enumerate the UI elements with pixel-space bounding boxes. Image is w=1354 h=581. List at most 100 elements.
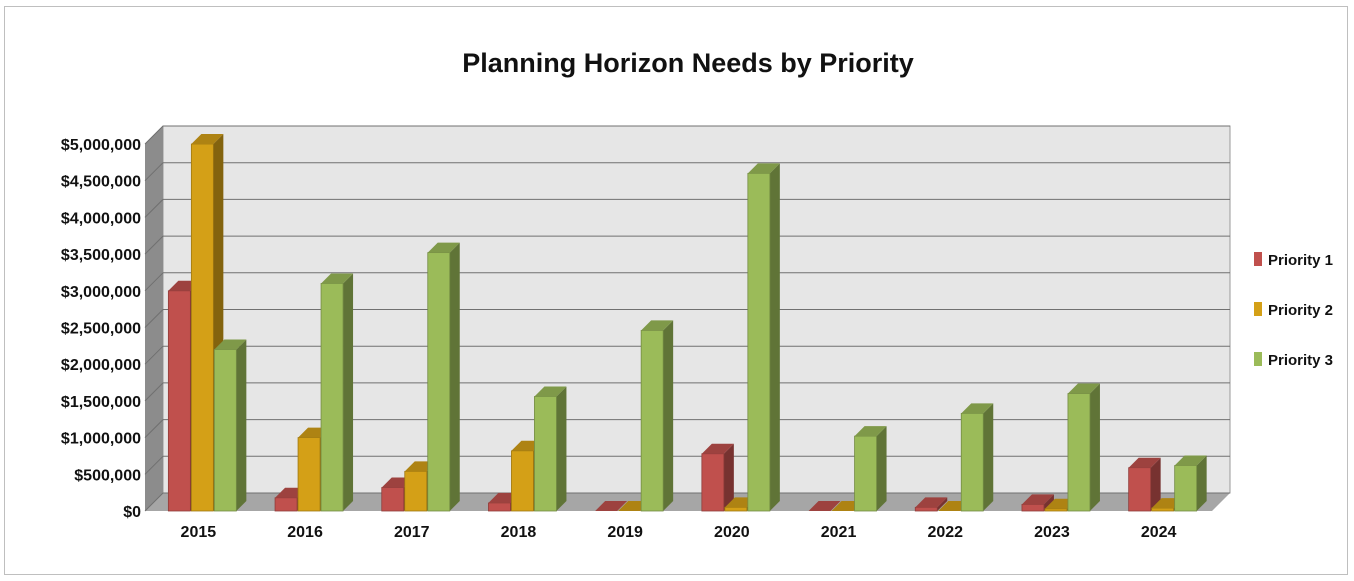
bars xyxy=(167,134,1207,512)
bar-side xyxy=(449,242,460,511)
bar-top xyxy=(961,403,994,414)
gridline-side xyxy=(144,199,164,218)
bar-side xyxy=(937,497,948,511)
bar xyxy=(1021,494,1054,512)
legend-swatch xyxy=(1254,302,1262,316)
bar xyxy=(1067,383,1100,512)
legend-item: Priority 3 xyxy=(1254,352,1333,369)
bar-front xyxy=(167,290,191,512)
bar xyxy=(808,501,841,511)
bar-front xyxy=(1021,503,1045,512)
bar-front xyxy=(914,506,938,512)
bar-front xyxy=(640,330,664,512)
bar-top xyxy=(321,273,354,284)
bar-top xyxy=(1128,457,1161,468)
bar-top xyxy=(595,501,628,511)
bar-top xyxy=(915,497,948,508)
legend-item: Priority 2 xyxy=(1254,302,1333,319)
y-tick-label: $500,000 xyxy=(74,467,141,484)
bar-front xyxy=(854,435,877,512)
bar-top xyxy=(808,501,841,511)
x-tick-label: 2017 xyxy=(394,524,430,541)
bar-front xyxy=(724,506,748,512)
bar-front xyxy=(1044,508,1068,512)
legend-label: Priority 3 xyxy=(1268,352,1333,369)
bar xyxy=(595,501,628,511)
y-tick-label: $3,500,000 xyxy=(61,247,141,264)
x-tick-label: 2016 xyxy=(287,524,323,541)
bar xyxy=(854,426,887,512)
gridline-side xyxy=(144,125,164,145)
gridline-side xyxy=(144,162,164,182)
bar xyxy=(747,163,780,512)
y-tick-label: $0 xyxy=(123,504,141,521)
legend: Priority 1 Priority 2 Priority 3 xyxy=(1254,252,1333,369)
bar-front xyxy=(701,453,725,512)
bar-top xyxy=(1021,494,1054,505)
bar-front xyxy=(274,497,298,512)
legend-label: Priority 2 xyxy=(1268,302,1333,319)
bar xyxy=(1128,457,1161,512)
y-tick-label: $4,000,000 xyxy=(61,210,141,227)
chart-title: Planning Horizon Needs by Priority xyxy=(462,48,914,78)
bar-top xyxy=(747,163,780,174)
gridline-side xyxy=(144,272,164,292)
x-tick-label: 2024 xyxy=(1141,524,1177,541)
bar-top xyxy=(701,443,734,454)
x-tick-label: 2019 xyxy=(607,524,643,541)
bar-front xyxy=(213,349,237,512)
gridline-side xyxy=(144,455,164,475)
x-tick-label: 2022 xyxy=(927,524,963,541)
x-axis: 2015 2016 2017 2018 2019 2020 2021 2022 2023 2024 xyxy=(181,524,1177,541)
legend-item: Priority 1 xyxy=(1254,252,1333,269)
y-tick-label: $5,000,000 xyxy=(61,137,141,154)
bar-top xyxy=(854,426,887,437)
y-tick-label: $1,500,000 xyxy=(61,394,141,411)
bar xyxy=(427,242,460,512)
legend-swatch xyxy=(1254,352,1262,366)
bar-top xyxy=(641,320,674,331)
gridline-side xyxy=(144,419,164,438)
bar-side xyxy=(1196,455,1207,511)
bar-side xyxy=(1089,383,1100,511)
x-tick-label: 2018 xyxy=(501,524,537,541)
bar xyxy=(320,273,354,512)
bar-front xyxy=(320,283,344,512)
bar-front xyxy=(960,412,984,512)
bar-front xyxy=(1174,465,1198,512)
bar-top xyxy=(191,134,224,144)
bar-top xyxy=(534,386,567,397)
bar-front xyxy=(1128,467,1152,512)
bar-top xyxy=(1067,383,1100,394)
bar xyxy=(213,339,247,512)
bar xyxy=(534,386,567,512)
y-tick-label: $1,000,000 xyxy=(61,431,141,448)
y-tick-label: $2,000,000 xyxy=(61,357,141,374)
bar-side xyxy=(236,339,247,511)
bar-top xyxy=(214,339,247,350)
legend-swatch xyxy=(1254,252,1262,266)
x-tick-label: 2015 xyxy=(181,524,217,541)
bar-side xyxy=(556,386,567,511)
bar-front xyxy=(1151,507,1175,512)
x-tick-label: 2023 xyxy=(1034,524,1070,541)
y-axis: $0 $500,000 $1,000,000 $1,500,000 $2,000,000… xyxy=(61,137,141,521)
bar-side xyxy=(769,163,780,512)
bar-top xyxy=(427,242,460,253)
bar-side xyxy=(723,443,734,511)
bar-top xyxy=(1174,455,1207,466)
bar-side xyxy=(1043,494,1054,511)
x-tick-label: 2021 xyxy=(821,524,857,541)
bar xyxy=(701,443,734,512)
bar xyxy=(1174,455,1207,512)
bar-front xyxy=(488,502,511,512)
y-tick-label: $4,500,000 xyxy=(61,174,141,191)
gridline-side xyxy=(144,382,164,402)
gridline-side xyxy=(144,345,164,365)
bar-front xyxy=(747,172,771,512)
x-tick-label: 2020 xyxy=(714,524,750,541)
gridline-side xyxy=(144,309,164,328)
bar xyxy=(640,320,674,512)
bar-front xyxy=(190,143,214,512)
